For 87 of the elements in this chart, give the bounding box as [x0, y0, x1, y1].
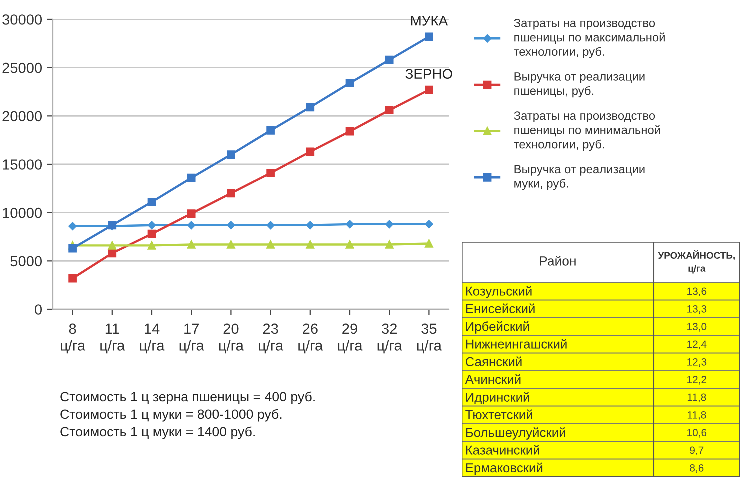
category-label: Нижнеингашский — [466, 339, 567, 349]
category-label: Ермаковский — [466, 462, 543, 476]
category-label: Большеулуйский — [466, 428, 566, 440]
y-tick-label: 0 — [35, 304, 42, 315]
point — [148, 242, 156, 250]
point — [227, 240, 236, 249]
point — [346, 79, 354, 88]
point — [266, 126, 275, 135]
text: Район — [540, 256, 576, 266]
point — [148, 221, 156, 230]
point — [148, 230, 156, 238]
point — [187, 221, 196, 230]
y-tick-label: 15000 — [3, 160, 42, 170]
point — [306, 148, 315, 156]
point — [385, 240, 394, 249]
point — [227, 221, 236, 230]
y-tick-label: 10000 — [3, 208, 42, 218]
text: 13,3 — [688, 305, 707, 314]
point — [227, 189, 236, 198]
y-tick-label: 20000 — [2, 111, 42, 122]
category-label: Тюхтетский — [466, 410, 532, 420]
category-label: Идринский — [466, 392, 530, 405]
point — [385, 220, 394, 229]
category-label: Ирбейский — [466, 322, 530, 334]
point — [266, 240, 275, 249]
text: 12,3 — [688, 358, 707, 368]
category-label: Саянский — [466, 356, 522, 366]
text: 10,6 — [688, 429, 707, 438]
point — [68, 244, 77, 253]
point — [385, 106, 394, 115]
x-tick-label: 26 ц/га — [298, 324, 324, 354]
text: Стоимость 1 ц муки = 1400 руб. — [60, 426, 255, 440]
point — [306, 240, 315, 249]
point — [187, 240, 196, 249]
point — [108, 242, 117, 250]
text: 12,4 — [688, 340, 707, 350]
text: 11,8 — [688, 411, 706, 420]
point — [306, 103, 315, 112]
legend-label: Затраты на производство пшеницы по максимальной технологии, руб. — [514, 18, 665, 58]
point — [425, 220, 434, 229]
text: УРОЖАЙНОСТЬ, ц/га — [658, 250, 735, 274]
category-label: Енисейский — [466, 304, 535, 314]
text: Стоимость 1 ц муки = 800-1000 руб. — [60, 409, 282, 422]
point — [306, 221, 315, 230]
text: 13,6 — [688, 288, 707, 296]
point — [425, 240, 434, 248]
text: 12,2 — [688, 376, 707, 385]
category-label: Ачинский — [465, 374, 521, 384]
point — [148, 198, 156, 206]
category-label: Казачинский — [466, 445, 540, 455]
x-tick-label: 11 ц/га — [100, 324, 126, 354]
point — [68, 222, 77, 230]
text: 11,8 — [688, 394, 706, 402]
point — [425, 86, 434, 94]
legend-label: Выручка от реализации муки, руб. — [514, 165, 645, 190]
x-tick-label: 8 ц/га — [61, 324, 86, 354]
x-tick-label: 35 ц/га — [417, 324, 442, 354]
point — [425, 32, 434, 42]
point — [266, 169, 275, 178]
point — [187, 210, 196, 218]
x-tick-label: 32 ц/га — [378, 324, 402, 354]
point — [227, 150, 236, 159]
legend-label: Выручка от реализации пшеницы, руб. — [514, 72, 645, 98]
y-tick-label: 25000 — [2, 62, 42, 74]
x-tick-label: 17 ц/га — [180, 324, 204, 354]
point — [68, 274, 77, 283]
x-tick-label: 23 ц/га — [259, 324, 284, 354]
y-tick-label: 30000 — [2, 14, 42, 25]
text: 13,0 — [688, 323, 707, 332]
annotation: МУКА — [411, 16, 448, 26]
text: Стоимость 1 ц зерна пшеницы = 400 руб. — [60, 392, 315, 404]
point — [385, 56, 394, 64]
point — [187, 174, 196, 182]
x-tick-label: 29 ц/га — [338, 324, 363, 354]
category-label: Козульский — [466, 286, 532, 298]
point — [108, 249, 117, 258]
y-tick-label: 5000 — [10, 256, 42, 267]
point — [346, 127, 354, 136]
point — [346, 220, 354, 229]
text: 9,7 — [690, 446, 704, 456]
point — [266, 221, 275, 230]
legend-label: Затраты на производство пшеницы по минимальной технологии, руб. — [514, 112, 660, 152]
x-tick-label: 14 ц/га — [140, 324, 165, 354]
x-tick-label: 20 ц/га — [219, 324, 244, 354]
text: 8,6 — [690, 464, 704, 474]
annotation: ЗЕРНО — [406, 69, 452, 79]
point — [346, 240, 354, 249]
